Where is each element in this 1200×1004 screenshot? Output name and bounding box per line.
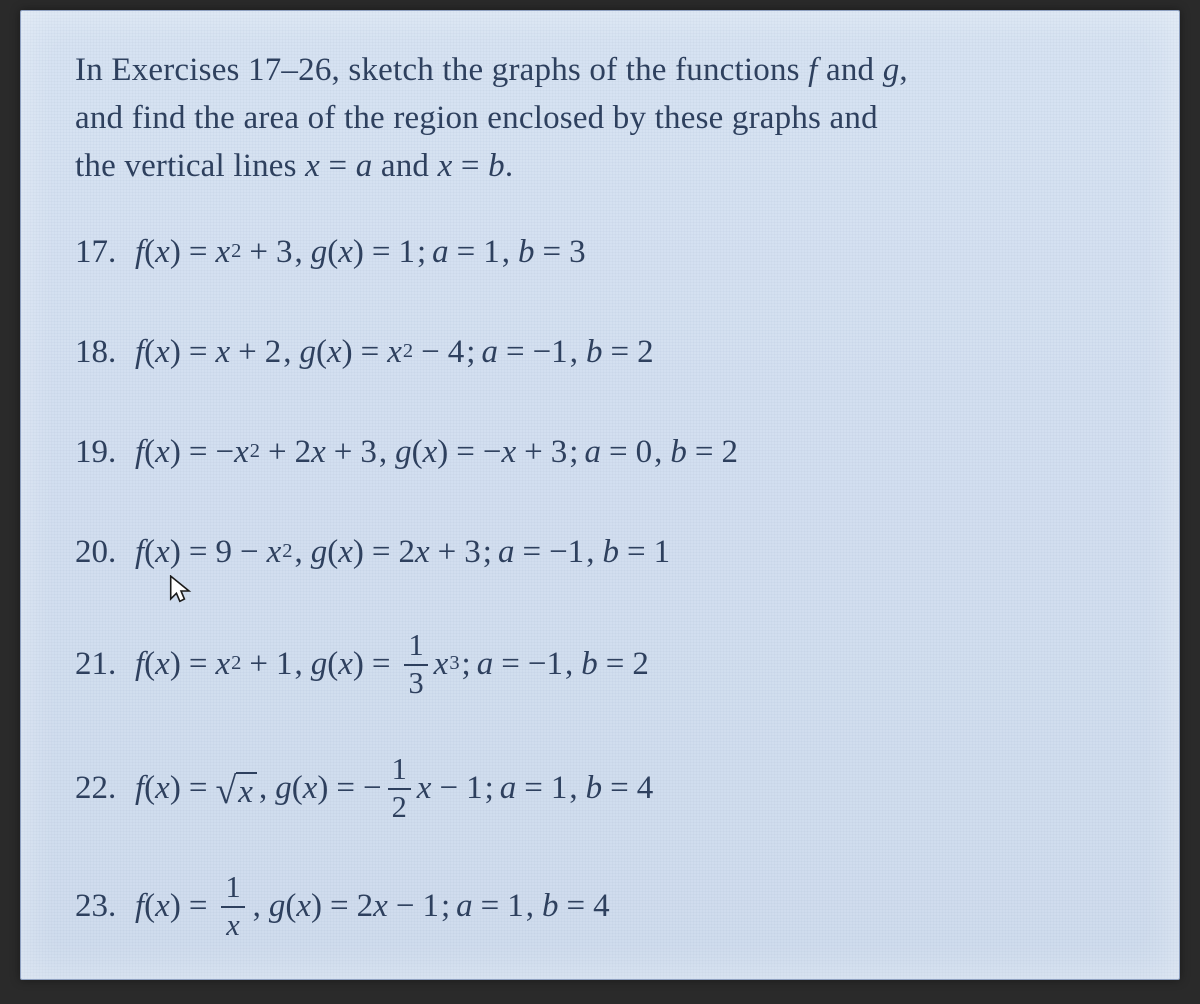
fraction-one-half: 12 (388, 754, 411, 824)
fraction-one-third: 13 (404, 630, 427, 700)
exercise-math: f(x)=9−x2, g(x)=2x+3; a=−1, b=1 (135, 534, 670, 571)
fraction-one-over-x: 1x (221, 872, 244, 942)
exercise-number: 20. (75, 534, 135, 571)
exercise-math: f(x)= √x, g(x)=− 12 x−1; a=1, b=4 (135, 754, 653, 824)
exercise-math: f(x)=x+2, g(x)=x2−4; a=−1, b=2 (135, 334, 654, 371)
exercise-number: 17. (75, 234, 135, 271)
exercise-20: 20. f(x)=9−x2, g(x)=2x+3; a=−1, b=1 (75, 505, 1135, 601)
exercise-math: f(x)= 1x, g(x)=2x−1; a=1, b=4 (135, 872, 610, 942)
exercise-number: 18. (75, 334, 135, 371)
exercise-number: 23. (75, 888, 135, 925)
exercise-22: 22. f(x)= √x, g(x)=− 12 x−1; a=1, b=4 (75, 729, 1135, 849)
range-text: 17–26 (248, 52, 332, 88)
exercise-math: f(x)=x2+1, g(x)= 13 x3; a=−1, b=2 (135, 630, 649, 700)
exercise-17: 17. f(x)=x2+3, g(x)=1; a=1, b=3 (75, 205, 1135, 301)
exercise-19: 19. f(x)=−x2+2x+3, g(x)=−x+3; a=0, b=2 (75, 405, 1135, 501)
exercise-number: 22. (75, 770, 135, 807)
sqrt-x: √x (215, 767, 256, 811)
exercise-21: 21. f(x)=x2+1, g(x)= 13 x3; a=−1, b=2 (75, 605, 1135, 725)
exercise-math: f(x)=x2+3, g(x)=1; a=1, b=3 (135, 234, 586, 271)
exercise-list: 17. f(x)=x2+3, g(x)=1; a=1, b=3 18. f(x)… (75, 205, 1135, 961)
exercise-number: 21. (75, 646, 135, 683)
exercise-math: f(x)=−x2+2x+3, g(x)=−x+3; a=0, b=2 (135, 434, 738, 471)
exercise-18: 18. f(x)=x+2, g(x)=x2−4; a=−1, b=2 (75, 305, 1135, 401)
exercise-number: 19. (75, 434, 135, 471)
textbook-page: In Exercises 17–26, sketch the graphs of… (20, 10, 1180, 980)
instructions-paragraph: In Exercises 17–26, sketch the graphs of… (75, 47, 1135, 191)
exercise-23: 23. f(x)= 1x, g(x)=2x−1; a=1, b=4 (75, 853, 1135, 961)
